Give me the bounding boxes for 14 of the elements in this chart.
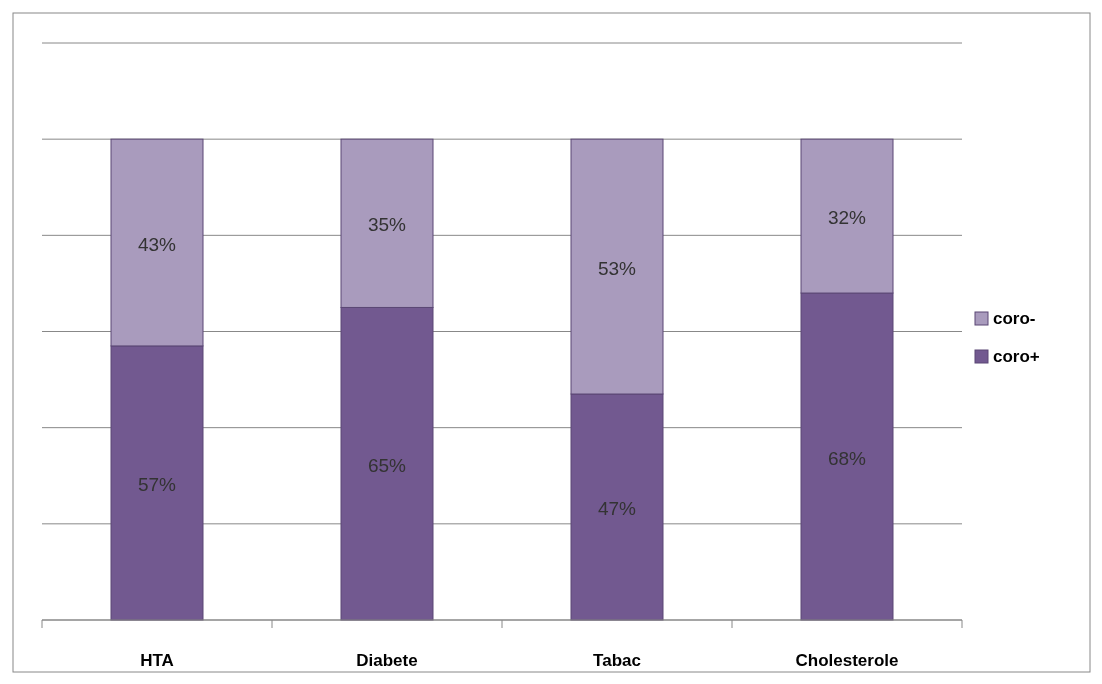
- legend-label: coro+: [993, 347, 1040, 366]
- x-tick-label: Tabac: [593, 651, 641, 670]
- x-tick-label: Cholesterole: [795, 651, 899, 670]
- legend-label: coro-: [993, 309, 1036, 328]
- x-tick-label: HTA: [140, 651, 174, 670]
- data-label: 57%: [137, 473, 177, 495]
- data-label: 65%: [367, 454, 407, 476]
- data-label: 68%: [827, 447, 867, 469]
- data-label: 43%: [137, 233, 177, 255]
- data-label: 32%: [827, 207, 867, 229]
- x-tick-label: Diabete: [356, 651, 418, 670]
- data-label: 53%: [597, 257, 637, 279]
- data-label: 35%: [367, 214, 407, 236]
- data-label: 47%: [597, 498, 637, 519]
